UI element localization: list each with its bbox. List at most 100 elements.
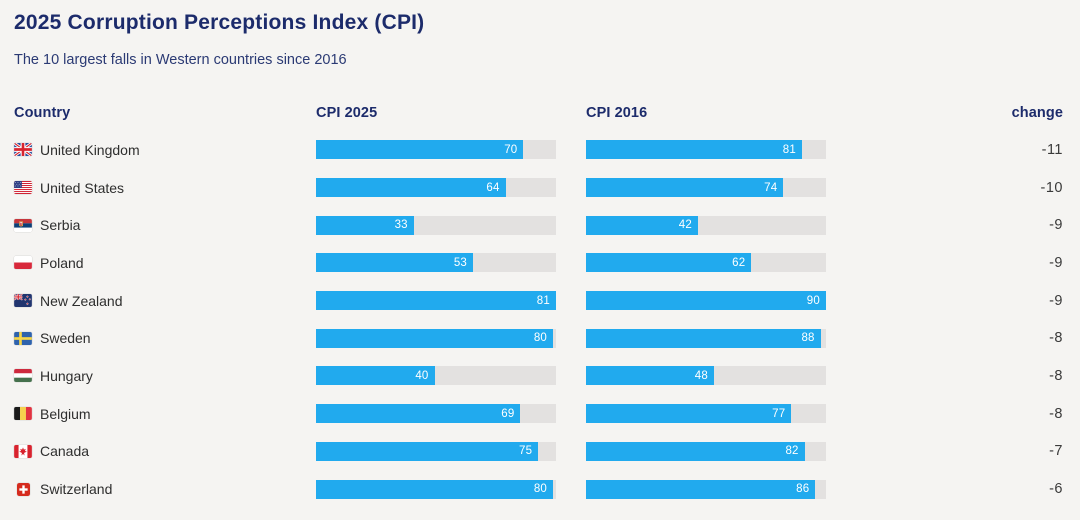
page-title: 2025 Corruption Perceptions Index (CPI)	[14, 11, 425, 34]
bar-track-cpi2016: 48	[586, 366, 826, 386]
country-label: Hungary	[40, 367, 93, 384]
bar-track-cpi2025: 70	[316, 140, 556, 160]
bar-cpi2025: 33	[316, 215, 414, 235]
country-cell: Poland	[14, 255, 316, 271]
bar-track-cpi2025: 69	[316, 404, 556, 424]
bar-track-cpi2016: 77	[586, 404, 826, 424]
bar-value-label-cpi2016: 82	[785, 445, 799, 458]
country-cell: Canada	[14, 443, 316, 459]
flag-canada-icon	[14, 444, 32, 458]
country-label: United States	[40, 179, 125, 196]
bar-cpi2025: 80	[316, 479, 554, 499]
bar-cpi2025: 70	[316, 140, 524, 160]
country-label: Sweden	[40, 330, 91, 347]
bar-cpi2016: 62	[586, 253, 752, 273]
bar-value-label-cpi2025: 53	[453, 256, 468, 269]
bar-value-label-cpi2016: 48	[694, 369, 708, 382]
bar-track-cpi2025: 53	[316, 253, 556, 273]
change-value: -11	[1041, 141, 1063, 158]
flag-switzerland-icon	[14, 482, 32, 496]
table-row: Sweden 80 88 -8	[14, 319, 1080, 357]
table-row: Serbia 33 42 -9	[14, 206, 1080, 244]
change-value: -9	[1049, 292, 1063, 309]
bar-value-label-cpi2016: 86	[796, 483, 810, 496]
bar-value-label-cpi2025: 75	[519, 445, 533, 458]
country-cell: United Kingdom	[14, 142, 316, 158]
table-row: Canada 75 82 -7	[14, 433, 1080, 471]
bar-value-label-cpi2016: 42	[678, 219, 692, 232]
table-row: Hungary 40 48 -8	[14, 357, 1080, 395]
table-row: Poland 53 62 -9	[14, 244, 1080, 282]
flag-hungary-icon	[14, 369, 32, 383]
change-value: -7	[1049, 443, 1063, 460]
bar-track-cpi2016: 74	[586, 178, 826, 198]
bar-cpi2025: 75	[316, 441, 539, 461]
table-body: United Kingdom 70 81 -11 United States 6…	[14, 131, 1080, 508]
bar-cpi2025: 69	[316, 404, 521, 424]
country-cell: Belgium	[14, 406, 316, 422]
country-cell: United States	[14, 180, 316, 196]
bar-track-cpi2016: 90	[586, 291, 826, 311]
bar-value-label-cpi2016: 74	[764, 181, 778, 194]
col-header-cpi2016: CPI 2016	[586, 105, 648, 121]
bar-cpi2016: 82	[586, 441, 805, 461]
bar-track-cpi2025: 40	[316, 366, 556, 386]
bar-cpi2016: 90	[586, 291, 826, 311]
bar-value-label-cpi2025: 80	[533, 483, 548, 496]
column-headers: Country CPI 2025 CPI 2016 change	[14, 103, 1080, 123]
flag-united-states-icon	[14, 181, 32, 195]
col-header-country: Country	[14, 105, 71, 121]
bar-value-label-cpi2025: 80	[533, 332, 548, 345]
bar-cpi2016: 42	[586, 215, 698, 235]
change-value: -9	[1049, 254, 1063, 271]
bar-track-cpi2016: 42	[586, 215, 826, 235]
country-cell: Sweden	[14, 330, 316, 346]
bar-cpi2016: 74	[586, 178, 784, 198]
bar-value-label-cpi2016: 77	[772, 407, 786, 420]
country-label: Poland	[40, 254, 84, 271]
bar-track-cpi2016: 88	[586, 328, 826, 348]
bar-cpi2016: 81	[586, 140, 802, 160]
country-label: Serbia	[40, 217, 81, 234]
change-value: -8	[1049, 330, 1063, 347]
change-value: -9	[1049, 217, 1063, 234]
table-row: Belgium 69 77 -8	[14, 395, 1080, 433]
flag-new-zealand-icon	[14, 294, 32, 308]
bar-track-cpi2025: 75	[316, 441, 556, 461]
flag-united-kingdom-icon	[14, 143, 32, 157]
flag-sweden-icon	[14, 331, 32, 345]
country-label: New Zealand	[40, 292, 123, 309]
table-row: New Zealand 81 90 -9	[14, 282, 1080, 320]
bar-cpi2025: 64	[316, 178, 506, 198]
bar-track-cpi2016: 82	[586, 441, 826, 461]
table-row: United Kingdom 70 81 -11	[14, 131, 1080, 169]
bar-track-cpi2016: 86	[586, 479, 826, 499]
bar-cpi2025: 81	[316, 291, 556, 311]
bar-value-label-cpi2016: 88	[801, 332, 815, 345]
bar-value-label-cpi2025: 64	[486, 181, 500, 194]
bar-value-label-cpi2025: 33	[394, 219, 408, 232]
bar-value-label-cpi2025: 40	[415, 369, 429, 382]
page-subtitle: The 10 largest falls in Western countrie…	[14, 52, 347, 68]
bar-value-label-cpi2016: 81	[782, 143, 796, 156]
bar-track-cpi2016: 62	[586, 253, 826, 273]
country-cell: Serbia	[14, 217, 316, 233]
bar-cpi2016: 77	[586, 404, 792, 424]
flag-serbia-icon	[14, 218, 32, 232]
bar-cpi2025: 40	[316, 366, 435, 386]
bar-track-cpi2025: 64	[316, 178, 556, 198]
bar-track-cpi2016: 81	[586, 140, 826, 160]
col-header-change: change	[1011, 105, 1063, 121]
country-cell: Switzerland	[14, 481, 316, 497]
table-row: United States 64 74 -10	[14, 169, 1080, 207]
country-label: United Kingdom	[40, 141, 140, 158]
bar-value-label-cpi2016: 62	[732, 256, 746, 269]
bar-cpi2025: 53	[316, 253, 474, 273]
country-label: Belgium	[40, 405, 91, 422]
bar-track-cpi2025: 80	[316, 479, 556, 499]
bar-track-cpi2025: 80	[316, 328, 556, 348]
bar-cpi2016: 48	[586, 366, 714, 386]
bar-value-label-cpi2025: 81	[536, 294, 550, 307]
country-cell: Hungary	[14, 368, 316, 384]
